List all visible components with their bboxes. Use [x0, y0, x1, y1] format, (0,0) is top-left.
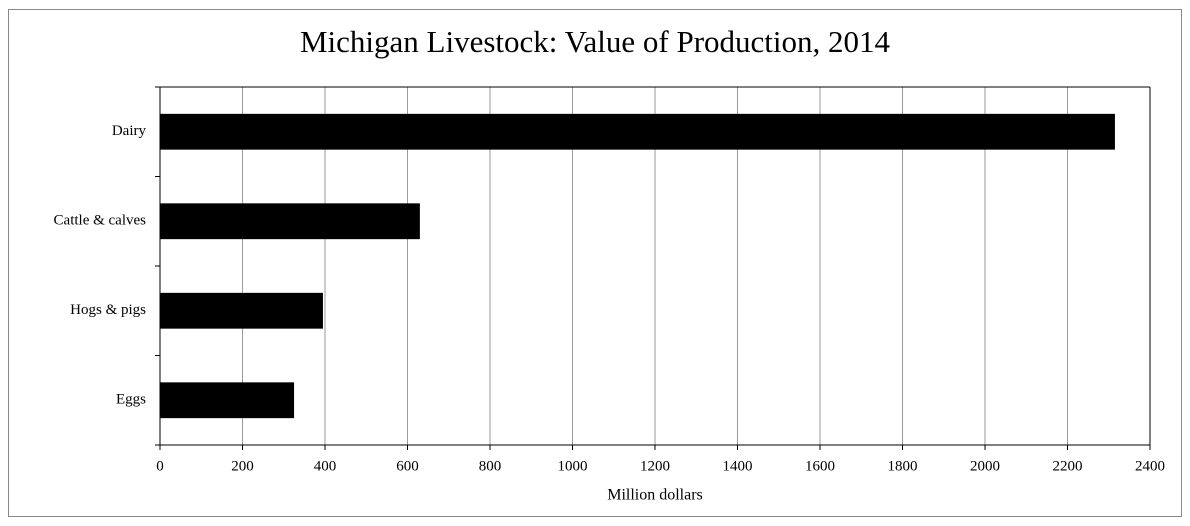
y-tick-label: Cattle & calves	[54, 213, 147, 229]
x-axis-label: Million dollars	[607, 487, 703, 504]
chart-title: Michigan Livestock: Value of Production,…	[300, 24, 891, 59]
x-tick-label: 200	[231, 458, 254, 474]
bar	[160, 382, 295, 419]
bar	[160, 203, 420, 240]
bar	[160, 292, 323, 329]
y-tick-label: Eggs	[116, 392, 146, 408]
x-tick-label: 1000	[558, 458, 588, 474]
x-tick-label: 800	[479, 458, 502, 474]
x-tick-label: 1400	[723, 458, 753, 474]
x-tick-label: 1800	[888, 458, 918, 474]
x-tick-label: 2000	[970, 458, 1000, 474]
x-tick-label: 600	[396, 458, 419, 474]
bar	[160, 113, 1115, 150]
chart-border	[8, 9, 1182, 517]
x-tick-label: 0	[156, 458, 164, 474]
x-tick-label: 2400	[1135, 458, 1165, 474]
y-tick-label: Dairy	[112, 123, 147, 139]
y-tick-label: Hogs & pigs	[70, 302, 146, 318]
x-tick-label: 1600	[805, 458, 835, 474]
x-tick-label: 1200	[640, 458, 670, 474]
x-tick-label: 2200	[1053, 458, 1083, 474]
x-tick-label: 400	[314, 458, 337, 474]
